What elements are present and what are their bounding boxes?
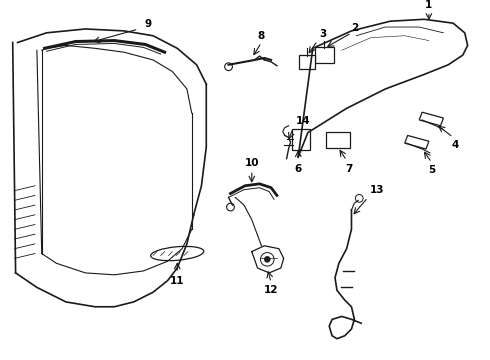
Text: 10: 10 <box>245 158 259 168</box>
FancyBboxPatch shape <box>293 129 310 150</box>
Text: 6: 6 <box>294 163 302 174</box>
Text: 3: 3 <box>319 29 327 39</box>
Ellipse shape <box>151 246 204 261</box>
Text: 9: 9 <box>145 19 152 29</box>
FancyBboxPatch shape <box>326 131 349 148</box>
Text: 8: 8 <box>258 31 265 41</box>
Text: 4: 4 <box>451 140 459 150</box>
FancyBboxPatch shape <box>299 55 315 69</box>
Text: 12: 12 <box>264 285 278 296</box>
Polygon shape <box>405 135 429 149</box>
Text: 14: 14 <box>295 116 310 126</box>
Text: 7: 7 <box>345 163 352 174</box>
Circle shape <box>265 256 270 262</box>
FancyBboxPatch shape <box>315 48 334 63</box>
Text: 5: 5 <box>428 166 436 175</box>
Text: 11: 11 <box>170 276 185 286</box>
Text: 2: 2 <box>351 23 358 33</box>
Text: 1: 1 <box>425 0 433 10</box>
Text: 13: 13 <box>370 185 384 195</box>
Polygon shape <box>419 112 443 126</box>
